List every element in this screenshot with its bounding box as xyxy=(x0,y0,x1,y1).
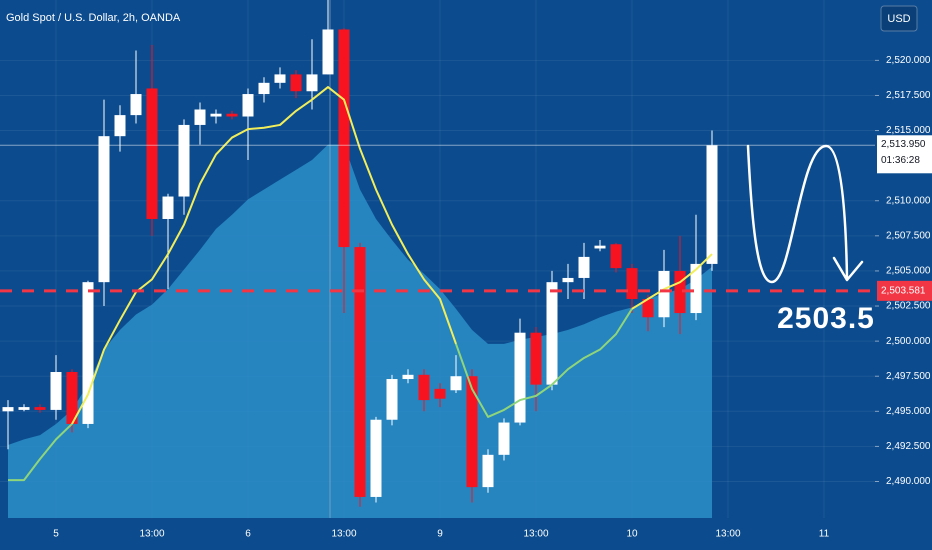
candle-body xyxy=(706,145,718,264)
price-lines xyxy=(0,144,875,293)
candle-body xyxy=(50,372,62,410)
candle-body xyxy=(210,113,222,117)
axes: 2,490.000 2,492.500 2,495.000 2,497.500 2,50… xyxy=(53,55,932,540)
candle-body xyxy=(626,268,638,300)
candle-body xyxy=(370,419,382,497)
candle-body xyxy=(242,94,254,117)
candle-body xyxy=(530,332,542,385)
countdown-label: 01:36:28 xyxy=(881,155,920,166)
candle-body xyxy=(2,407,14,412)
candle-body xyxy=(690,263,702,314)
candle-body xyxy=(498,422,510,455)
candle-body xyxy=(194,109,206,125)
candle-body xyxy=(274,74,286,83)
y-tick-label: 2,500.000 xyxy=(886,336,931,347)
candle-body xyxy=(66,372,78,424)
y-tick-label: 2,497.500 xyxy=(886,371,931,382)
candle-body xyxy=(642,299,654,318)
y-tick-label: 2,502.500 xyxy=(886,301,931,312)
candle-body xyxy=(450,376,462,391)
candle-body xyxy=(18,407,30,410)
candle-body xyxy=(578,256,590,278)
hand-drawn-arrow xyxy=(746,144,864,284)
y-tick-label: 2,505.000 xyxy=(886,266,931,277)
indicator-line xyxy=(8,308,633,482)
x-tick-label: 6 xyxy=(245,529,251,540)
candle-body xyxy=(82,282,94,424)
currency-button[interactable] xyxy=(880,5,918,32)
y-tick-label: 2,515.000 xyxy=(886,125,931,136)
candle-body xyxy=(258,82,270,95)
x-tick-label: 13:00 xyxy=(523,529,548,540)
candle-body xyxy=(610,244,622,269)
x-tick-label: 13:00 xyxy=(139,529,164,540)
price-label-box xyxy=(877,135,932,174)
candle-body xyxy=(466,376,478,488)
candle-body xyxy=(386,379,398,420)
x-tick-label: 5 xyxy=(53,529,59,540)
candle-body xyxy=(130,94,142,116)
y-tick-label: 2,510.000 xyxy=(886,195,931,206)
candle-body xyxy=(290,74,302,92)
candle-body xyxy=(434,388,446,399)
candle-body xyxy=(226,113,238,117)
x-tick-label: 13:00 xyxy=(715,529,740,540)
candle-body xyxy=(306,74,318,92)
price-label-box xyxy=(877,280,932,301)
candle-body xyxy=(178,124,190,197)
y-tick-label: 2,507.500 xyxy=(886,230,931,241)
y-tick-label: 2,517.500 xyxy=(886,90,931,101)
candle-body xyxy=(594,245,606,249)
candle-body xyxy=(322,29,334,75)
candle-body xyxy=(402,374,414,380)
candle-body xyxy=(98,136,110,283)
x-tick-label: 13:00 xyxy=(331,529,356,540)
candle-body xyxy=(562,277,574,283)
candle-body xyxy=(546,282,558,385)
candle-body xyxy=(162,196,174,219)
annotation: 2503.5 xyxy=(777,302,875,335)
chart-title: Gold Spot / U.S. Dollar, 2h, OANDA xyxy=(6,12,181,24)
candle-body xyxy=(418,374,430,401)
y-tick-label: 2,492.500 xyxy=(886,441,931,452)
price-label: 2,503.581 xyxy=(881,285,926,296)
y-tick-label: 2,495.000 xyxy=(886,406,931,417)
candle-body xyxy=(658,270,670,318)
candle-body xyxy=(34,407,46,410)
candle-body xyxy=(114,115,126,137)
x-tick-label: 10 xyxy=(626,529,638,540)
candle-body xyxy=(514,332,526,423)
candle-body xyxy=(482,454,494,488)
price-label: 2,513.950 xyxy=(881,139,926,150)
candle-body xyxy=(146,88,158,219)
candles xyxy=(2,0,718,507)
y-tick-label: 2,490.000 xyxy=(886,476,931,487)
candle-body xyxy=(354,247,366,497)
x-tick-label: 9 xyxy=(437,529,443,540)
candle-body xyxy=(338,29,350,248)
currency-label[interactable]: USD xyxy=(887,13,910,25)
x-tick-label: 11 xyxy=(819,529,830,540)
candle-body xyxy=(674,270,686,314)
y-tick-label: 2,520.000 xyxy=(886,55,931,66)
